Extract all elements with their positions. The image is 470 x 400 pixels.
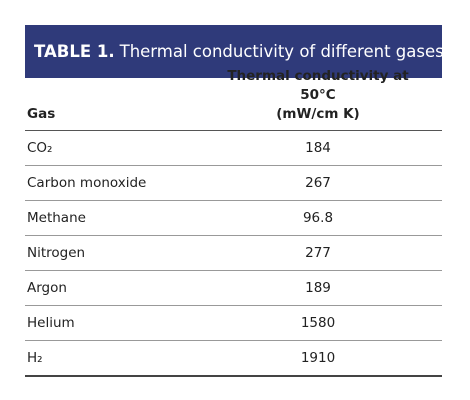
conductivity-value: 96.8 <box>302 210 334 226</box>
table-row: CO₂ 184 <box>25 131 442 166</box>
table-row: Carbon monoxide 267 <box>25 166 442 201</box>
gas-name: H₂ <box>27 350 43 366</box>
table-row: H₂ 1910 <box>25 341 442 377</box>
conductivity-value: 267 <box>305 175 331 191</box>
header-gas: Gas <box>27 106 56 122</box>
table-title: TABLE 1. Thermal conductivity of differe… <box>25 25 444 78</box>
table-body: CO₂ 184 Carbon monoxide 267 Methane 96.8 Nitro… <box>25 131 442 377</box>
gas-name: Carbon monoxide <box>27 175 147 191</box>
table-row: Nitrogen 277 <box>25 236 442 271</box>
table-row: Methane 96.8 <box>25 201 442 236</box>
gas-name: Argon <box>27 280 67 296</box>
table-row: Helium 1580 <box>25 306 442 341</box>
gas-name: Methane <box>27 210 86 226</box>
gas-name: Nitrogen <box>27 245 86 261</box>
conductivity-value: 1910 <box>300 350 336 366</box>
conductivity-value: 184 <box>305 140 331 156</box>
header-conductivity: Thermal conductivity at 50°C (mW/cm K) <box>213 67 423 124</box>
table-header: Gas Thermal conductivity at 50°C (mW/cm … <box>25 68 442 131</box>
header-line: (mW/cm K) <box>276 106 360 122</box>
table-row: Argon 189 <box>25 271 442 306</box>
table-caption: Thermal conductivity of different gases <box>119 42 444 61</box>
header-line: Thermal conductivity at 50°C <box>227 68 409 103</box>
conductivity-value: 1580 <box>300 315 336 331</box>
table: TABLE 1. Thermal conductivity of differe… <box>25 25 444 377</box>
conductivity-value: 277 <box>305 245 331 261</box>
gas-name: CO₂ <box>27 140 53 156</box>
gas-name: Helium <box>27 315 75 331</box>
table-label: TABLE 1. <box>34 42 115 61</box>
conductivity-value: 189 <box>305 280 331 296</box>
